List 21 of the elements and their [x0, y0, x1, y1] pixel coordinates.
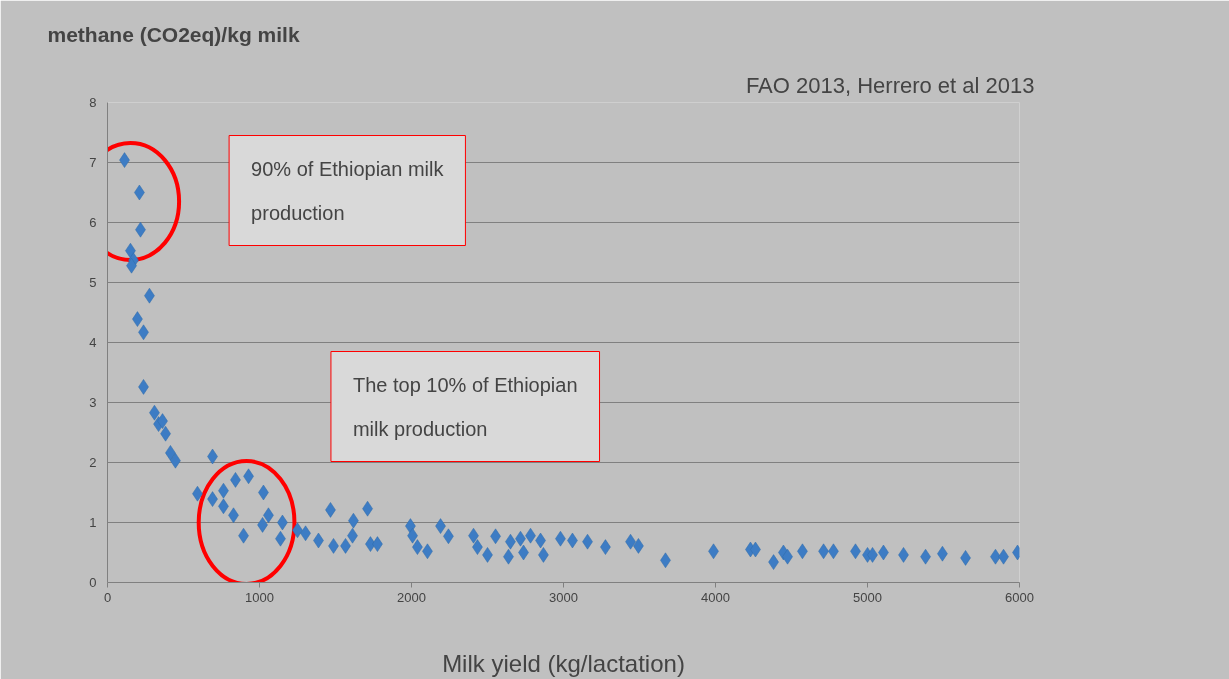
text: FAO 2013, Herrero et al 2013: [745, 72, 1035, 98]
x-tick-label: 0: [103, 589, 112, 605]
y-tick-label: 4: [89, 335, 97, 350]
y-tick-label: 2: [89, 455, 97, 470]
x-tick-label: 3000: [549, 589, 578, 605]
y-tick-label: 8: [89, 95, 97, 110]
y-tick-label: 7: [89, 155, 97, 170]
chart-title: methane (CO2eq)/kg milk: [47, 22, 300, 46]
x-tick-label: 2000: [397, 589, 426, 605]
y-tick-label: 1: [89, 515, 97, 530]
x-tick-label: 6000: [1005, 589, 1034, 605]
y-tick-label: 0: [89, 575, 97, 590]
annotation: 90% of Ethiopian milk production: [251, 157, 445, 224]
x-tick-label: 5000: [853, 589, 882, 605]
x-tick-label: 1000: [245, 589, 274, 605]
annotation: The top 10% of Ethiopian milk production: [352, 373, 578, 440]
x-tick-label: 4000: [701, 589, 730, 605]
y-tick-label: 6: [89, 215, 97, 230]
x-axis-title: Milk yield (kg/lactation): [442, 649, 685, 677]
y-tick-label: 3: [89, 395, 97, 410]
y-tick-label: 5: [89, 275, 97, 290]
